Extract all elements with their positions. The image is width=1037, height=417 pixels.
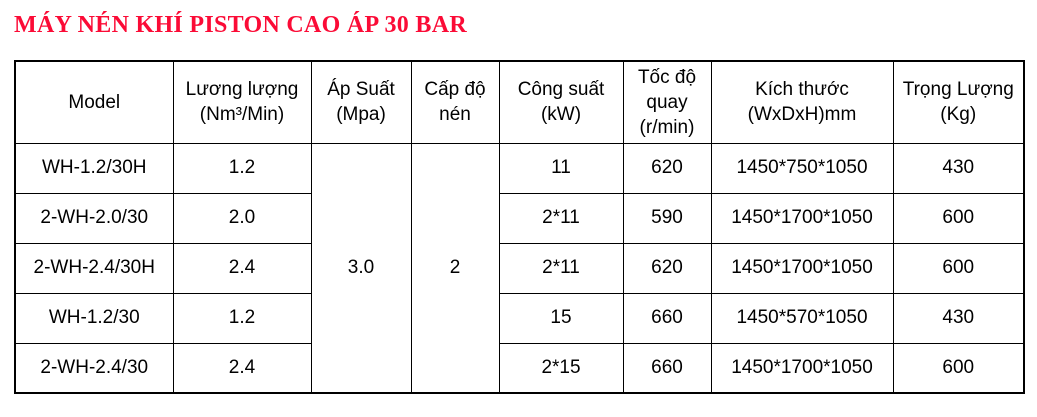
cell-pressure-merged: 3.0 (310, 142, 412, 394)
column-header-flow: Lương lượng (Nm³/Min) (172, 60, 312, 144)
cell-power: 15 (498, 292, 624, 344)
cell-speed: 620 (622, 242, 712, 294)
column-header-weight: Trọng Lượng (Kg) (892, 60, 1025, 144)
table-row: 2-WH-2.4/30 2.4 2*15 660 1450*1700*1050 … (14, 342, 1025, 394)
cell-power: 11 (498, 142, 624, 194)
cell-dimensions: 1450*1700*1050 (710, 242, 894, 294)
cell-weight: 600 (892, 342, 1025, 394)
cell-dimensions: 1450*1700*1050 (710, 192, 894, 244)
cell-model: 2-WH-2.4/30 (14, 342, 174, 394)
table-row: WH-1.2/30H 1.2 3.0 2 11 620 1450*750*105… (14, 142, 1025, 394)
cell-weight: 430 (892, 142, 1025, 194)
cell-speed: 660 (622, 292, 712, 344)
cell-power: 2*11 (498, 192, 624, 244)
table-row: 2-WH-2.0/30 2.0 2*11 590 1450*1700*1050 … (14, 192, 1025, 244)
cell-speed: 660 (622, 342, 712, 394)
header-row: Model Lương lượng (Nm³/Min) Áp Suất (Mpa… (14, 60, 1025, 144)
cell-power: 2*15 (498, 342, 624, 394)
cell-speed: 620 (622, 142, 712, 194)
column-header-stages: Cấp độ nén (410, 60, 500, 144)
column-header-power: Công suất (kW) (498, 60, 624, 144)
cell-model: 2-WH-2.0/30 (14, 192, 174, 244)
cell-model: 2-WH-2.4/30H (14, 242, 174, 294)
column-header-dimensions: Kích thước (WxDxH)mm (710, 60, 894, 144)
cell-flow: 2.4 (172, 342, 312, 394)
column-header-speed: Tốc độ quay (r/min) (622, 60, 712, 144)
cell-weight: 600 (892, 192, 1025, 244)
column-header-model: Model (14, 60, 174, 144)
cell-stages-merged: 2 (410, 142, 500, 394)
cell-model: WH-1.2/30H (14, 142, 174, 194)
column-header-pressure: Áp Suất (Mpa) (310, 60, 412, 144)
table-row: 2-WH-2.4/30H 2.4 2*11 620 1450*1700*1050… (14, 242, 1025, 294)
cell-weight: 600 (892, 242, 1025, 294)
cell-speed: 590 (622, 192, 712, 244)
cell-flow: 1.2 (172, 142, 312, 194)
page-title: MÁY NÉN KHÍ PISTON CAO ÁP 30 BAR (14, 12, 467, 38)
cell-power: 2*11 (498, 242, 624, 294)
table-row: WH-1.2/30 1.2 15 660 1450*570*1050 430 (14, 292, 1025, 344)
cell-weight: 430 (892, 292, 1025, 344)
cell-flow: 1.2 (172, 292, 312, 344)
compressor-spec-table: Model Lương lượng (Nm³/Min) Áp Suất (Mpa… (14, 60, 1025, 394)
cell-dimensions: 1450*1700*1050 (710, 342, 894, 394)
cell-dimensions: 1450*570*1050 (710, 292, 894, 344)
cell-flow: 2.0 (172, 192, 312, 244)
cell-flow: 2.4 (172, 242, 312, 294)
cell-model: WH-1.2/30 (14, 292, 174, 344)
cell-dimensions: 1450*750*1050 (710, 142, 894, 194)
